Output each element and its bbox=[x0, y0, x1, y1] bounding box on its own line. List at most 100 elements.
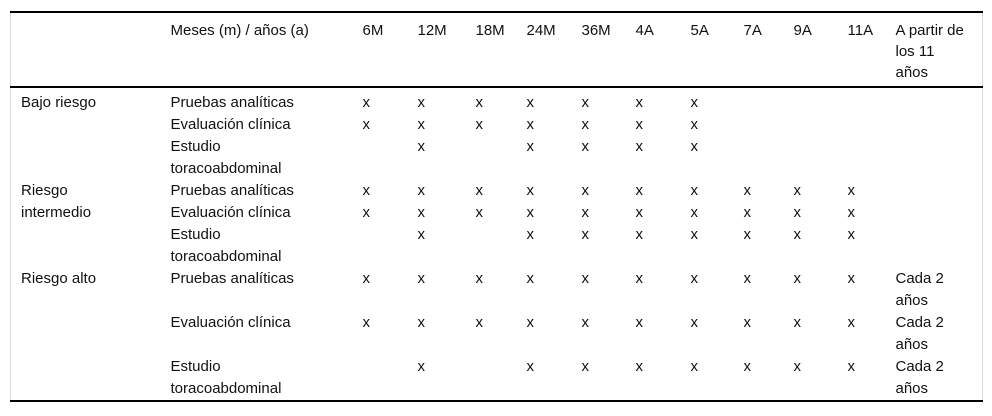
mark-cell: x bbox=[417, 314, 426, 331]
mark-cell: x bbox=[526, 314, 535, 331]
header-timepoint-7a: 7A bbox=[741, 12, 792, 88]
mark-cell: x bbox=[581, 358, 590, 375]
mark-cell: x bbox=[475, 182, 484, 199]
mark-cell: x bbox=[847, 270, 856, 287]
mark-cell: x bbox=[362, 204, 371, 221]
table-body: Bajo riesgo Pruebas analíticas x x x x x x x Eval… bbox=[11, 87, 983, 401]
procedure-label: Estudio toracoabdominal bbox=[170, 138, 282, 177]
mark-cell: x bbox=[743, 204, 752, 221]
header-timepoint-18m: 18M bbox=[473, 12, 525, 88]
mark-cell: x bbox=[690, 204, 699, 221]
mark-cell: x bbox=[417, 270, 426, 287]
mark-cell: x bbox=[475, 204, 484, 221]
mark-cell: x bbox=[475, 116, 484, 133]
frequency-note: Cada 2 años bbox=[895, 314, 944, 353]
mark-cell bbox=[742, 87, 792, 114]
procedure-label: Pruebas analíticas bbox=[170, 94, 294, 111]
mark-cell: x bbox=[417, 358, 426, 375]
mark-cell bbox=[792, 136, 846, 180]
mark-cell: x bbox=[847, 182, 856, 199]
mark-cell bbox=[361, 224, 416, 268]
mark-cell: x bbox=[847, 204, 856, 221]
mark-cell: x bbox=[690, 94, 699, 111]
table-row: Estudio toracoabdominal x x x x x x x x bbox=[11, 224, 983, 268]
risk-group-label: Riesgo intermedio bbox=[21, 182, 92, 221]
mark-cell: x bbox=[635, 314, 644, 331]
mark-cell: x bbox=[526, 226, 535, 243]
mark-cell: x bbox=[635, 270, 644, 287]
mark-cell: x bbox=[362, 270, 371, 287]
mark-cell: x bbox=[743, 358, 752, 375]
mark-cell: x bbox=[690, 138, 699, 155]
header-after-11-years: A partir de los 11 años bbox=[895, 12, 983, 88]
mark-cell: x bbox=[690, 116, 699, 133]
mark-cell: x bbox=[526, 204, 535, 221]
mark-cell: x bbox=[581, 94, 590, 111]
mark-cell: x bbox=[475, 94, 484, 111]
header-timepoint-36m: 36M bbox=[579, 12, 634, 88]
frequency-note bbox=[896, 136, 983, 180]
mark-cell: x bbox=[743, 270, 752, 287]
mark-cell: x bbox=[635, 94, 644, 111]
table-row: Estudio toracoabdominal x x x x x bbox=[11, 136, 983, 180]
mark-cell: x bbox=[743, 226, 752, 243]
mark-cell: x bbox=[362, 116, 371, 133]
mark-cell bbox=[474, 224, 525, 268]
mark-cell: x bbox=[690, 270, 699, 287]
mark-cell: x bbox=[743, 314, 752, 331]
mark-cell: x bbox=[793, 314, 802, 331]
mark-cell: x bbox=[793, 358, 802, 375]
table-row: Riesgo alto Pruebas analíticas x x x x x x x x x x C… bbox=[11, 268, 983, 312]
mark-cell bbox=[474, 136, 525, 180]
mark-cell bbox=[742, 136, 792, 180]
header-timepoint-4a: 4A bbox=[633, 12, 689, 88]
mark-cell: x bbox=[847, 314, 856, 331]
mark-cell bbox=[742, 114, 792, 136]
header-timepoint-11a: 11A bbox=[845, 12, 896, 88]
mark-cell: x bbox=[690, 358, 699, 375]
risk-group-label: Bajo riesgo bbox=[21, 94, 97, 111]
header-schedule-label: Meses (m) / años (a) bbox=[170, 12, 361, 88]
mark-cell: x bbox=[635, 358, 644, 375]
table-row: Evaluación clínica x x x x x x x bbox=[11, 114, 983, 136]
mark-cell: x bbox=[635, 204, 644, 221]
mark-cell bbox=[846, 136, 896, 180]
mark-cell: x bbox=[475, 270, 484, 287]
mark-cell: x bbox=[526, 116, 535, 133]
header-timepoint-9a: 9A bbox=[791, 12, 846, 88]
mark-cell: x bbox=[793, 270, 802, 287]
mark-cell: x bbox=[581, 314, 590, 331]
frequency-note bbox=[896, 114, 983, 136]
header-row: Meses (m) / años (a) 6M 12M 18M 24M 36M … bbox=[10, 12, 983, 88]
mark-cell: x bbox=[847, 358, 856, 375]
table-row: Evaluación clínica x x x x x x x x x x bbox=[11, 202, 983, 224]
mark-cell: x bbox=[581, 116, 590, 133]
mark-cell: x bbox=[362, 94, 371, 111]
mark-cell: x bbox=[581, 138, 590, 155]
mark-cell: x bbox=[475, 314, 484, 331]
mark-cell: x bbox=[417, 94, 426, 111]
mark-cell: x bbox=[793, 182, 802, 199]
mark-cell: x bbox=[526, 138, 535, 155]
mark-cell: x bbox=[581, 204, 590, 221]
frequency-note bbox=[896, 202, 983, 224]
mark-cell: x bbox=[526, 182, 535, 199]
mark-cell bbox=[361, 356, 416, 401]
mark-cell bbox=[792, 87, 846, 114]
frequency-note bbox=[896, 180, 983, 202]
header-timepoint-5a: 5A bbox=[688, 12, 742, 88]
mark-cell bbox=[361, 136, 416, 180]
mark-cell: x bbox=[793, 226, 802, 243]
frequency-note: Cada 2 años bbox=[895, 358, 944, 397]
mark-cell bbox=[792, 114, 846, 136]
mark-cell: x bbox=[581, 182, 590, 199]
risk-group-label: Riesgo alto bbox=[21, 270, 97, 287]
mark-cell bbox=[846, 114, 896, 136]
mark-cell: x bbox=[690, 314, 699, 331]
mark-cell: x bbox=[581, 270, 590, 287]
mark-cell: x bbox=[417, 182, 426, 199]
table-row: Riesgo intermedio Pruebas analíticas x x x x x… bbox=[11, 180, 983, 221]
mark-cell bbox=[846, 87, 896, 114]
followup-schedule-table: Meses (m) / años (a) 6M 12M 18M 24M 36M … bbox=[10, 11, 983, 402]
header-timepoint-6m: 6M bbox=[360, 12, 416, 88]
